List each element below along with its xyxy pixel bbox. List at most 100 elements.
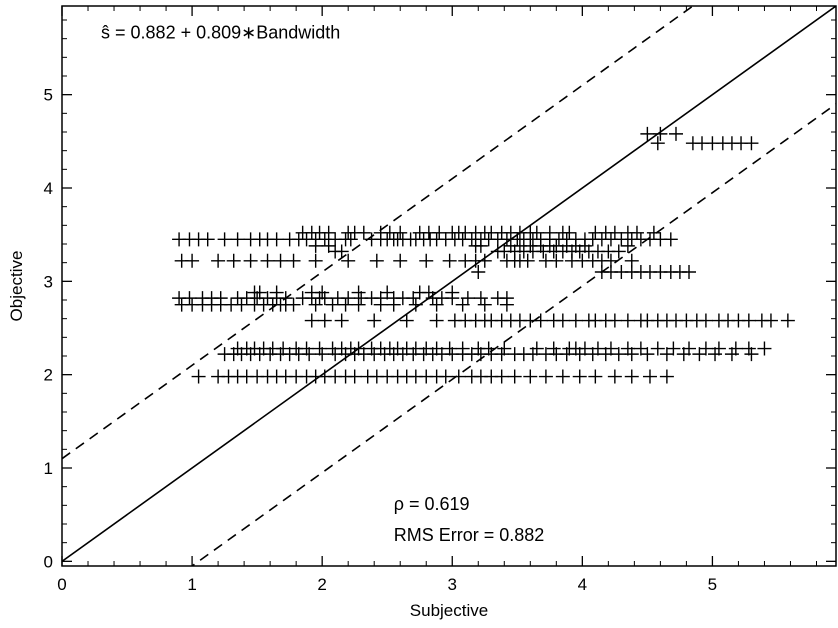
data-point	[321, 238, 336, 253]
data-point	[607, 225, 622, 240]
data-point	[308, 297, 323, 312]
x-tick-label: 2	[317, 575, 326, 594]
data-point	[211, 253, 226, 268]
data-point	[568, 313, 583, 328]
data-point	[347, 369, 362, 384]
data-point	[343, 232, 358, 247]
data-point	[523, 369, 538, 384]
data-point	[393, 225, 408, 240]
data-point	[341, 291, 356, 306]
data-point	[646, 225, 661, 240]
data-point	[273, 253, 288, 268]
data-point	[620, 313, 635, 328]
data-point	[334, 244, 349, 259]
data-point	[269, 232, 284, 247]
data-point	[640, 126, 655, 141]
data-point	[299, 341, 314, 356]
data-point	[302, 347, 317, 362]
data-point	[341, 253, 356, 268]
data-point	[438, 369, 453, 384]
data-point	[529, 341, 544, 356]
data-point	[549, 253, 564, 268]
data-point	[611, 244, 626, 259]
data-point	[698, 341, 713, 356]
data-point	[455, 297, 470, 312]
data-point	[676, 347, 691, 362]
data-point	[542, 225, 557, 240]
data-point	[559, 347, 574, 362]
y-tick-label: 0	[44, 552, 53, 571]
data-point	[572, 369, 587, 384]
data-point	[419, 253, 434, 268]
data-point	[741, 341, 756, 356]
data-point	[373, 297, 388, 312]
data-point	[494, 347, 509, 362]
data-point	[520, 253, 535, 268]
data-point	[408, 297, 423, 312]
data-point	[445, 285, 460, 300]
data-point	[315, 285, 330, 300]
data-point	[533, 313, 548, 328]
data-point	[763, 313, 778, 328]
x-tick-label: 4	[578, 575, 587, 594]
data-point	[191, 369, 206, 384]
data-point	[607, 369, 622, 384]
axis-ticks	[61, 6, 836, 566]
regression-equation: ŝ = 0.882 + 0.809∗Bandwidth	[101, 23, 340, 43]
data-point	[429, 297, 444, 312]
data-point	[525, 347, 540, 362]
data-point	[304, 313, 319, 328]
data-point	[494, 369, 509, 384]
data-point	[711, 341, 726, 356]
data-point	[659, 369, 674, 384]
data-point	[315, 347, 330, 362]
x-tick-label: 3	[448, 575, 457, 594]
data-point	[611, 347, 626, 362]
correlation-label: ρ = 0.619	[394, 494, 470, 514]
data-point	[708, 347, 723, 362]
data-point	[577, 238, 592, 253]
data-point	[668, 126, 683, 141]
data-point	[555, 313, 570, 328]
data-point	[538, 369, 553, 384]
tick-labels: 0 1 2 3 4 5 0 1 2 3 4 5	[44, 86, 718, 594]
data-point	[451, 369, 466, 384]
data-point	[473, 238, 488, 253]
data-point	[286, 253, 301, 268]
data-point	[585, 347, 600, 362]
data-point	[325, 297, 340, 312]
data-point	[308, 253, 323, 268]
data-point	[659, 347, 674, 362]
data-point	[497, 341, 512, 356]
data-point	[741, 313, 756, 328]
data-point	[429, 313, 444, 328]
identity-line	[62, 6, 836, 562]
data-point	[243, 253, 258, 268]
data-point	[477, 253, 492, 268]
x-tick-label: 0	[57, 575, 66, 594]
y-tick-label: 1	[44, 459, 53, 478]
data-point	[367, 313, 382, 328]
data-points	[172, 126, 795, 384]
data-point	[650, 341, 665, 356]
data-point	[432, 225, 447, 240]
data-point	[481, 341, 496, 356]
data-point	[698, 313, 713, 328]
data-point	[317, 313, 332, 328]
data-point	[380, 285, 395, 300]
plot-frame	[61, 5, 837, 567]
data-point	[338, 297, 353, 312]
data-point	[780, 313, 795, 328]
data-point	[308, 238, 323, 253]
data-point	[663, 232, 678, 247]
data-point	[399, 313, 414, 328]
data-point	[334, 313, 349, 328]
data-point	[757, 341, 772, 356]
data-point	[744, 347, 759, 362]
data-point	[234, 297, 249, 312]
data-point	[312, 341, 327, 356]
data-point	[386, 297, 401, 312]
data-point	[317, 291, 332, 306]
data-point	[744, 136, 759, 151]
